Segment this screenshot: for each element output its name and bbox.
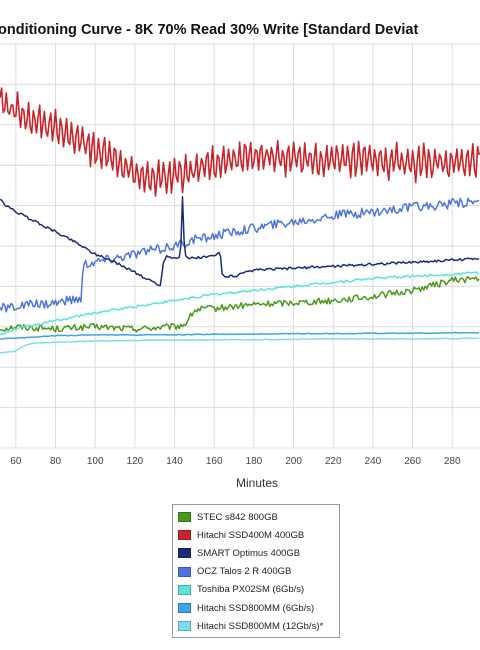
legend-swatch [178,566,191,577]
legend-swatch [178,530,191,541]
x-axis-label: Minutes [236,476,278,490]
x-tick-label: 60 [10,456,22,467]
line-chart: 60 80 100 120 140 160 180 200 220 240 260 280 Minut… [0,43,480,490]
legend-label: Toshiba PX02SM (6Gb/s) [197,584,305,596]
x-tick-labels: 60 80 100 120 140 160 180 200 220 240 260 280 [10,456,461,467]
x-tick-label: 260 [404,456,421,467]
legend-item[interactable]: OCZ Talos 2 R 400GB [173,563,339,581]
legend-label: STEC s842 800GB [197,511,278,523]
legend-swatch [178,603,191,614]
series-line-5 [0,271,480,336]
series-line-7 [0,337,480,354]
x-tick-label: 180 [246,456,263,467]
grid [0,43,480,449]
legend-item[interactable]: Hitachi SSD800MM (12Gb/s)* [173,617,339,635]
legend-label: Hitachi SSD800MM (6Gb/s) [197,602,315,614]
series-layer [0,87,480,354]
legend-swatch [178,548,191,559]
legend-swatch [178,584,191,595]
series-line-2 [0,87,480,197]
x-tick-label: 80 [50,456,62,467]
x-tick-label: 120 [127,456,144,467]
legend-label: Hitachi SSD400M 400GB [197,529,305,541]
series-line-6 [0,331,480,340]
series-line-4 [0,197,480,313]
legend-label: Hitachi SSD800MM (12Gb/s)* [197,620,324,632]
x-tick-label: 160 [206,456,223,467]
legend: STEC s842 800GB Hitachi SSD400M 400GB SMAR… [172,504,340,639]
series-line-3 [0,196,480,287]
legend-item[interactable]: Hitachi SSD800MM (6Gb/s) [173,599,339,617]
legend-item[interactable]: Toshiba PX02SM (6Gb/s) [173,581,339,599]
series-line-1 [0,275,480,333]
x-tick-label: 100 [87,456,104,467]
legend-item[interactable]: SMART Optimus 400GB [173,544,339,562]
legend-label: OCZ Talos 2 R 400GB [197,566,292,578]
legend-swatch [178,621,191,632]
x-tick-label: 280 [444,456,461,467]
legend-item[interactable]: Hitachi SSD400M 400GB [173,526,339,544]
x-tick-label: 240 [365,456,382,467]
x-tick-label: 220 [325,456,342,467]
legend-label: SMART Optimus 400GB [197,547,301,559]
x-tick-label: 140 [166,456,183,467]
legend-item[interactable]: STEC s842 800GB [173,508,339,526]
chart-title: onditioning Curve - 8K 70% Read 30% Writ… [0,22,419,38]
x-tick-label: 200 [285,456,302,467]
legend-swatch [178,512,191,523]
